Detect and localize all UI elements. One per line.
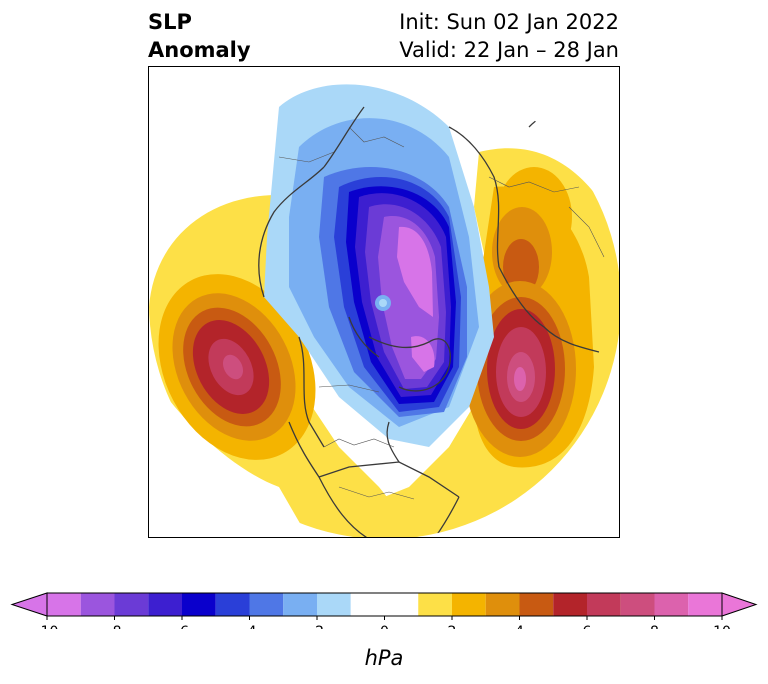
colorbar-segment	[350, 593, 419, 616]
colorbar-tick-label: 6	[583, 624, 592, 629]
colorbar-segment	[47, 593, 81, 616]
colorbar-segment	[283, 593, 317, 616]
colorbar-segment	[249, 593, 284, 616]
colorbar-segment	[215, 593, 250, 616]
colorbar-extend-max	[721, 592, 758, 617]
boundaries	[278, 126, 605, 500]
anomaly-map	[149, 84, 619, 537]
colorbar-segment	[587, 593, 621, 616]
title-left: SLP Anomaly	[148, 8, 251, 64]
colorbar-segment	[688, 593, 722, 616]
colorbar-ticks: -10 -8 -6 -4 -2 0 2 4 6 8 10	[36, 616, 731, 629]
map-panel	[148, 66, 620, 538]
colorbar-tick-label: 8	[650, 624, 659, 629]
title-variable-type: Anomaly	[148, 38, 251, 62]
map-globe	[149, 84, 619, 537]
colorbar-tick-label: -10	[36, 624, 59, 629]
colorbar-unit-label: hPa	[364, 646, 404, 670]
title-right: Init: Sun 02 Jan 2022 Valid: 22 Jan – 28…	[399, 8, 619, 64]
colorbar-tick-label: 10	[713, 624, 731, 629]
colorbar-tick-label: -6	[175, 624, 189, 629]
colorbar-segment	[114, 593, 149, 616]
colorbar: -10 -8 -6 -4 -2 0 2 4 6 8 10	[10, 592, 758, 629]
colorbar-segment	[182, 593, 216, 616]
colorbar-segment	[519, 593, 554, 616]
coastlines	[258, 96, 619, 537]
colorbar-tick-label: 0	[380, 624, 389, 629]
colorbar-segment	[317, 593, 351, 616]
colorbar-tick-label: -2	[310, 624, 324, 629]
colorbar-segment	[485, 593, 520, 616]
colorbar-segment	[654, 593, 689, 616]
colorbar-tick-label: 2	[448, 624, 457, 629]
arctic-low-anomaly	[264, 84, 494, 448]
pacific-high-anomaly	[149, 195, 419, 537]
colorbar-segment	[148, 593, 182, 616]
colorbar-tick-label: -8	[108, 624, 122, 629]
colorbar-segments	[10, 592, 758, 617]
colorbar-tick-label: 4	[515, 624, 524, 629]
atlantic-high-anomaly	[349, 148, 619, 537]
colorbar-segment	[452, 593, 486, 616]
colorbar-segment	[80, 593, 115, 616]
colorbar-segment	[553, 593, 587, 616]
colorbar-segment	[418, 593, 452, 616]
colorbar-tick-label: -4	[243, 624, 257, 629]
valid-range: Valid: 22 Jan – 28 Jan	[399, 38, 619, 62]
colorbar-segment	[620, 593, 655, 616]
colorbar-extend-min	[10, 592, 48, 617]
title-variable: SLP	[148, 10, 192, 34]
init-date: Init: Sun 02 Jan 2022	[399, 10, 619, 34]
